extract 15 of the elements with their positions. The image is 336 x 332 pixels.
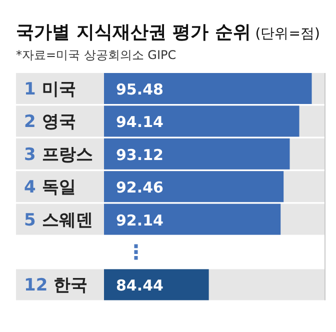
data-label: 95.48 <box>116 80 164 98</box>
data-label: 94.14 <box>116 113 164 132</box>
category: 3 프랑스 <box>24 144 93 165</box>
data-label: 92.46 <box>116 178 164 197</box>
category: 12 한국 <box>24 276 88 296</box>
category: 1 미국 <box>24 80 76 100</box>
category: ⋮ <box>126 240 146 264</box>
data-label: 92.14 <box>116 211 164 230</box>
category: 5 스웨덴 <box>24 210 93 230</box>
data-label: 84.44 <box>116 276 164 295</box>
category: 4 독일 <box>24 178 76 198</box>
category: 2 영국 <box>24 112 76 132</box>
annotation: *자료=미국 상공회의소 GIPC <box>16 48 176 62</box>
title: 국가별 지식재산권 평가 순위 (단위=점) <box>16 22 320 43</box>
data-label: 93.12 <box>116 146 164 164</box>
